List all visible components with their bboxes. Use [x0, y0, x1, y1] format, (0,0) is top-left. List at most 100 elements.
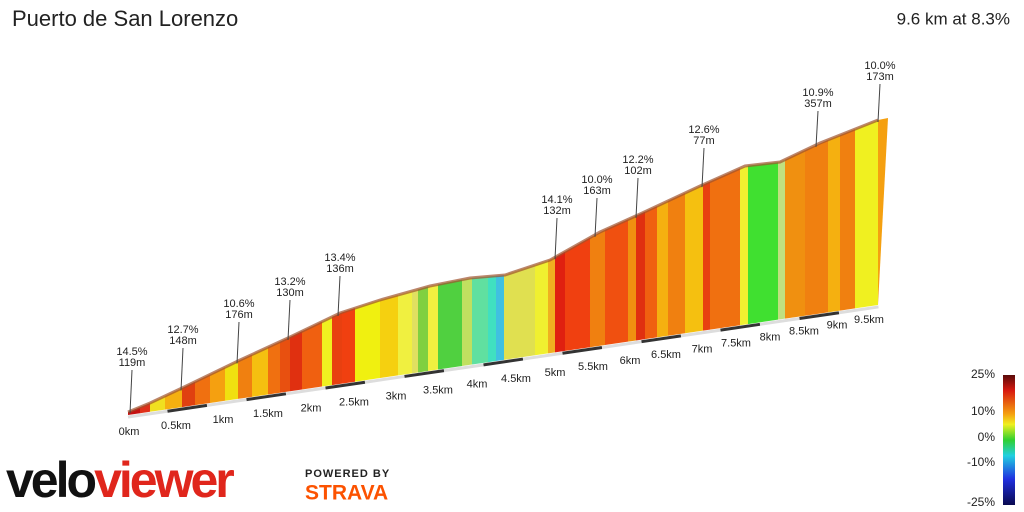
base-segment: [838, 305, 879, 315]
title: Puerto de San Lorenzo: [12, 6, 238, 31]
legend-label: 25%: [971, 367, 995, 381]
gradient-strip: [290, 331, 302, 392]
gradient-strip: [268, 341, 280, 395]
distance-label: 5km: [545, 367, 566, 379]
annotation-length: 163m: [583, 185, 611, 197]
distance-label: 0.5km: [161, 420, 191, 432]
distance-label: 8km: [760, 332, 781, 344]
annotation-length: 102m: [624, 165, 652, 177]
gradient-strip: [778, 159, 785, 320]
gradient-strip: [428, 284, 438, 371]
elevation-profile: [127, 118, 888, 419]
distance-label: 7km: [692, 343, 713, 355]
gradient-strip: [628, 215, 636, 342]
base-segment: [246, 392, 287, 402]
base-segment: [167, 403, 208, 413]
logo-part: viewer: [94, 452, 234, 508]
gradient-strip: [488, 275, 496, 363]
annotation-grade: 14.5%: [116, 346, 147, 358]
gradient-strip: [280, 337, 290, 393]
distance-label: 8.5km: [789, 326, 819, 338]
gradient-strip: [535, 260, 548, 356]
distance-label: 6km: [620, 355, 641, 367]
distance-label: 0km: [119, 426, 140, 438]
annotation-grade: 12.2%: [622, 154, 653, 166]
labels: 0km 0.5km 1km 1.5km 2km 2.5km 3km 3.5km 4km 4.5km…: [116, 60, 995, 509]
partner: STRAVA: [305, 482, 388, 505]
gradient-strip: [355, 300, 380, 382]
annotation-pin: [635, 177, 639, 218]
base-segment: [127, 409, 168, 419]
legend-label: -25%: [967, 495, 995, 509]
end-face: [878, 118, 888, 305]
gradient-strip: [210, 367, 225, 403]
distance-label: 1.5km: [253, 408, 283, 420]
gradient-strip: [805, 139, 828, 316]
gradient-strip: [548, 257, 555, 354]
gradient-strip: [785, 150, 805, 319]
legend-label: 0%: [978, 430, 996, 444]
annotation-grade: 10.6%: [223, 298, 254, 310]
gradient-strip: [195, 374, 210, 406]
distance-label: 9.5km: [854, 314, 884, 326]
annotation-length: 357m: [804, 98, 832, 110]
base-segment: [325, 380, 366, 390]
annotation-grade: 13.4%: [324, 252, 355, 264]
gradient-strip: [496, 275, 504, 362]
gradient-strip: [165, 388, 182, 410]
distance-label: 9km: [827, 320, 848, 332]
gradient-strip: [342, 308, 355, 384]
gradient-strip: [668, 193, 685, 336]
gradient-strip: [703, 181, 710, 331]
summary: 9.6 km at 8.3%: [897, 9, 1010, 28]
distance-label: 5.5km: [578, 361, 608, 373]
base-segment: [364, 374, 405, 384]
gradient-strip: [412, 289, 418, 374]
annotation-pin: [594, 197, 598, 237]
annotation-pin: [701, 147, 705, 188]
gradient-strip: [438, 279, 462, 370]
base-segment: [443, 363, 484, 373]
gradient-strip: [150, 395, 165, 412]
gradient-strip: [398, 291, 412, 376]
annotation-length: 77m: [693, 135, 714, 147]
legend-label: -10%: [967, 455, 995, 469]
annotation-grade: 10.0%: [581, 174, 612, 186]
legend-gradient: [1003, 375, 1015, 505]
gradient-strip: [855, 120, 878, 309]
gradient-strip: [685, 184, 703, 334]
gradient-strip: [740, 165, 748, 326]
annotation-pin: [129, 369, 133, 414]
gradient-strip: [645, 206, 657, 340]
annotation-grade: 12.6%: [688, 124, 719, 136]
annotation-length: 136m: [326, 263, 354, 275]
gradient-strip: [332, 312, 342, 386]
annotation-grade: 14.1%: [541, 194, 572, 206]
gradient-strip: [590, 229, 605, 348]
gradient-strip: [636, 211, 645, 341]
distance-label: 3.5km: [423, 385, 453, 397]
gradient-strip: [462, 277, 472, 367]
gradient-strip: [710, 168, 740, 330]
base-segment: [404, 369, 445, 378]
gradient-strip: [472, 276, 488, 365]
powered-by: POWERED BY: [305, 468, 390, 480]
annotation-grade: 12.7%: [167, 324, 198, 336]
annotation-length: 132m: [543, 205, 571, 217]
gradient-strip: [322, 316, 332, 387]
annotation-grade: 10.9%: [802, 87, 833, 99]
annotation-pin: [180, 347, 184, 391]
annotation-pin: [877, 83, 881, 123]
gradient-strip: [238, 354, 252, 399]
distance-label: 2km: [301, 402, 322, 414]
distance-label: 4.5km: [501, 373, 531, 385]
annotation-pin: [236, 321, 240, 364]
gradient-strip: [380, 294, 398, 379]
gradient-strip: [605, 219, 628, 346]
annotation-pin: [815, 110, 819, 147]
base-segment: [522, 351, 563, 361]
gradient-strip: [418, 286, 428, 373]
annotation-length: 119m: [119, 357, 146, 369]
